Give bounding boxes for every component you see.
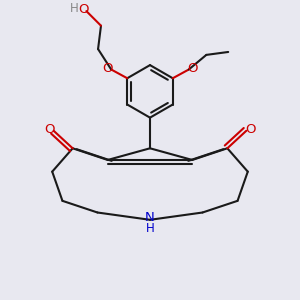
Text: O: O bbox=[44, 123, 55, 136]
Text: O: O bbox=[78, 3, 89, 16]
Text: H: H bbox=[70, 2, 79, 15]
Text: O: O bbox=[102, 61, 113, 74]
Text: H: H bbox=[146, 222, 154, 235]
Text: N: N bbox=[145, 211, 155, 224]
Text: O: O bbox=[187, 61, 198, 74]
Text: O: O bbox=[245, 123, 256, 136]
